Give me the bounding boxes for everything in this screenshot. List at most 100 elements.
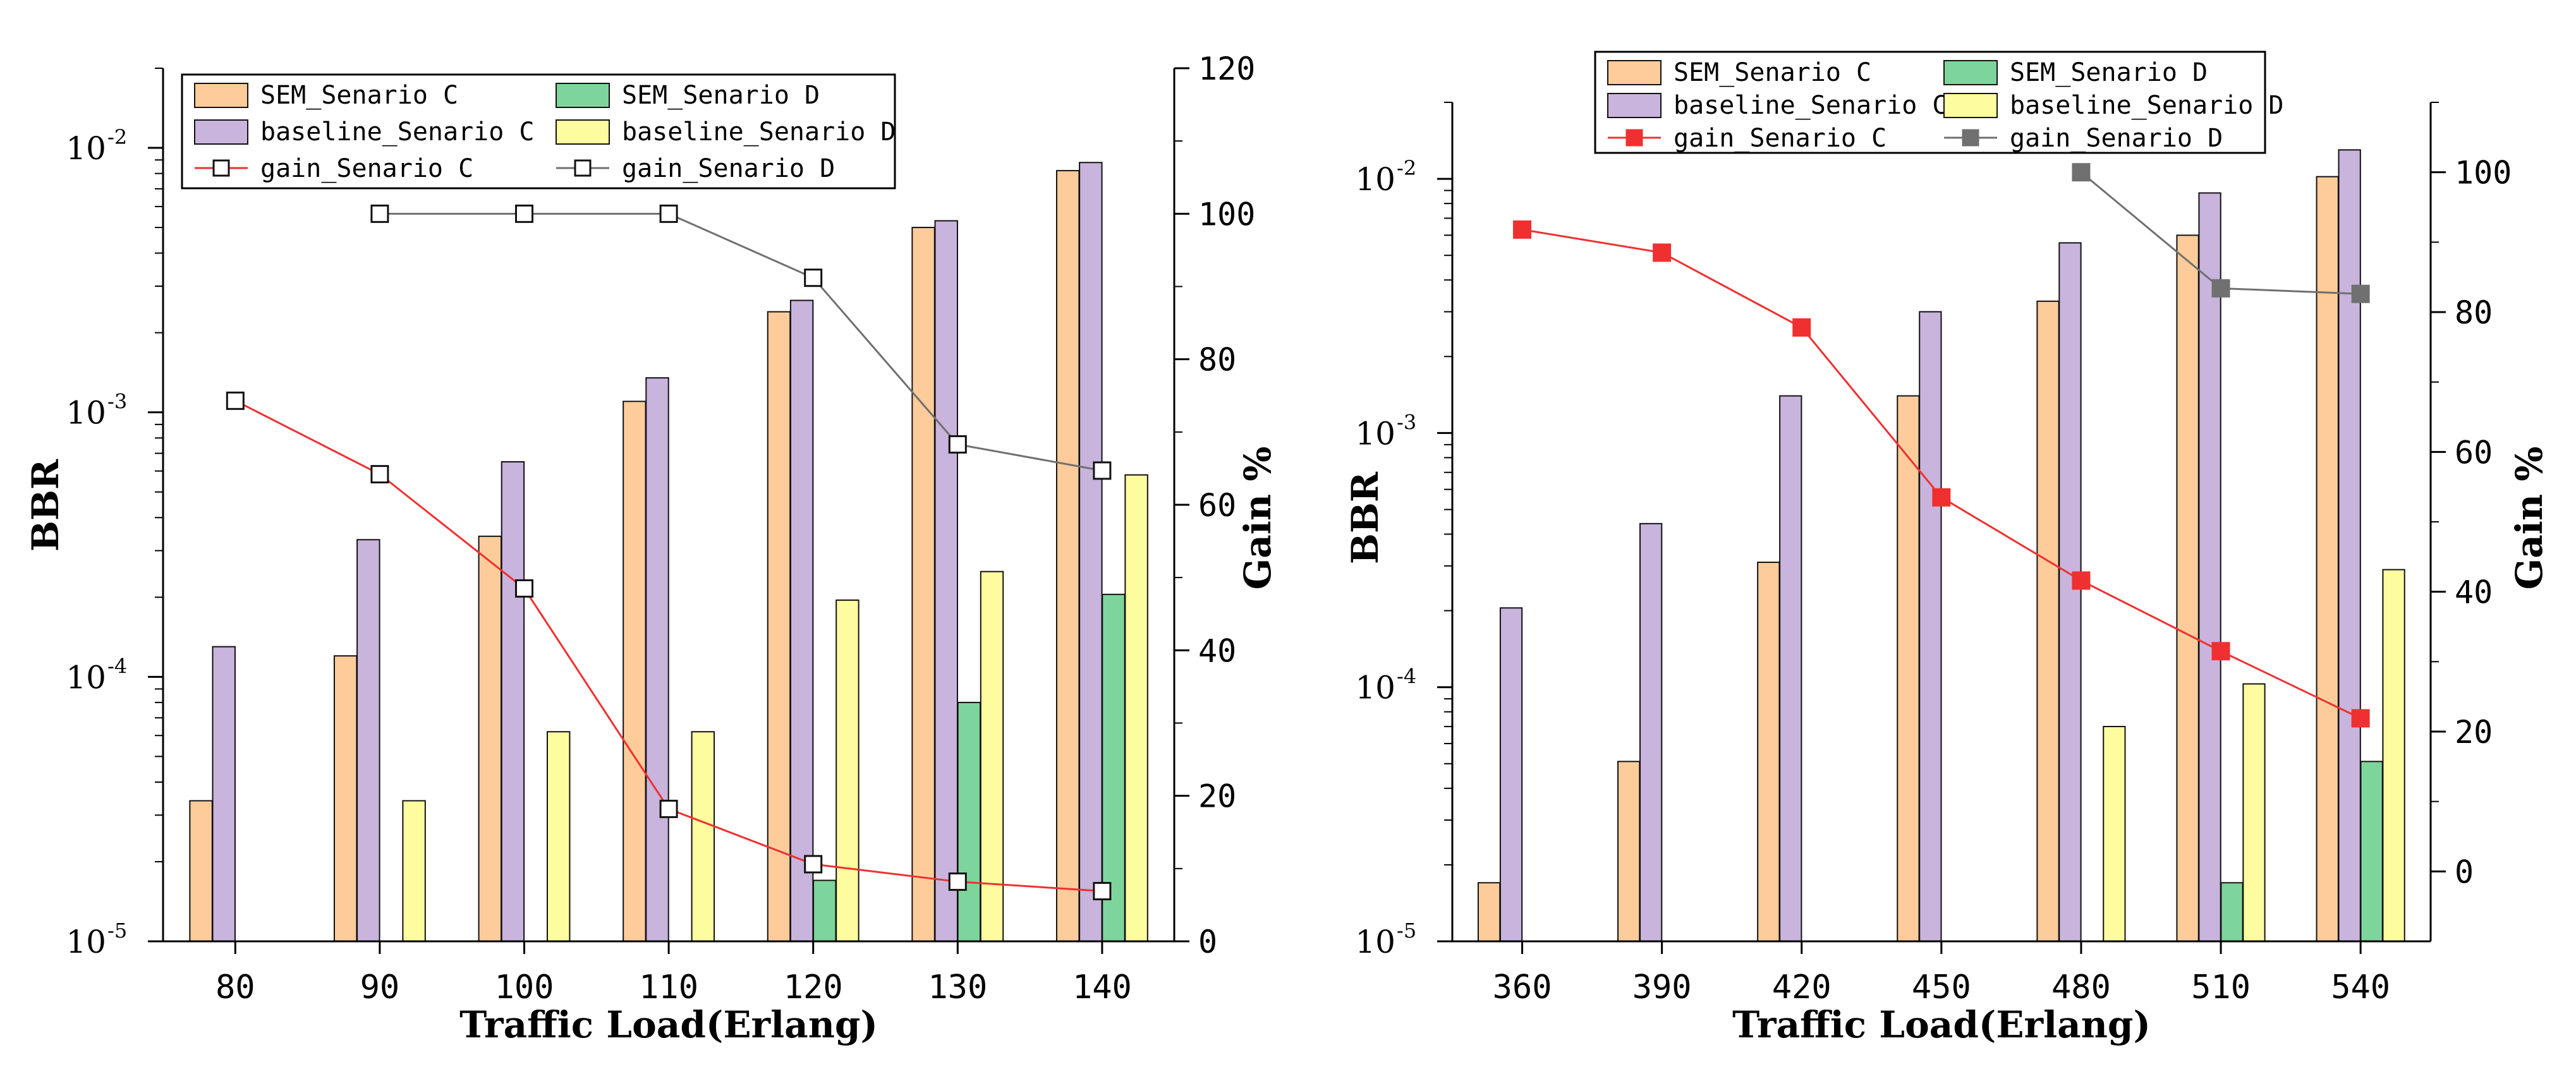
line-marker xyxy=(2211,279,2230,298)
y-tick-label: 10 xyxy=(66,395,106,431)
legend-label: gain_Senario C xyxy=(260,154,473,183)
legend-box xyxy=(1594,51,2266,154)
legend-swatch xyxy=(194,119,248,145)
bar xyxy=(2058,242,2082,942)
x-tick-label: 480 xyxy=(2051,968,2111,1006)
y-tick-label: 10 xyxy=(1355,161,1395,198)
y2-tick-label: 20 xyxy=(1198,778,1236,815)
legend-marker xyxy=(1962,129,1979,147)
line-marker xyxy=(659,799,678,818)
line-marker xyxy=(2351,284,2370,303)
legend-label: SEM_Senario C xyxy=(1674,58,1871,87)
bar xyxy=(2036,300,2060,942)
x-axis-title: Traffic Load(Erlang) xyxy=(459,1003,878,1046)
y2-tick-label: 60 xyxy=(2455,434,2493,471)
bar xyxy=(1639,522,1663,942)
y2-tick-label: 80 xyxy=(2455,294,2493,331)
bar xyxy=(402,800,426,943)
legend-label: baseline_Senario D xyxy=(622,118,896,147)
y2-axis-title: Gain % xyxy=(1236,447,1279,590)
x-axis-title: Traffic Load(Erlang) xyxy=(1732,1003,2151,1046)
y-tick-exponent: -3 xyxy=(107,390,127,414)
bar xyxy=(934,220,958,942)
line-marker xyxy=(515,579,533,598)
legend-swatch xyxy=(556,83,610,108)
y-tick-exponent: -4 xyxy=(107,654,127,678)
legend-label: SEM_Senario C xyxy=(260,81,458,110)
line-marker xyxy=(2211,642,2230,661)
line-marker xyxy=(2072,571,2091,590)
bar xyxy=(957,701,981,943)
legend-box xyxy=(181,73,896,190)
bar xyxy=(1477,882,1501,942)
bar xyxy=(767,311,791,943)
x-tick-label: 110 xyxy=(639,968,698,1006)
bar xyxy=(1897,395,1920,942)
bar xyxy=(1079,162,1103,942)
bar xyxy=(501,461,525,942)
bar xyxy=(546,731,571,942)
y-tick-label: 10 xyxy=(66,130,106,167)
legend-label: baseline_Senario D xyxy=(2010,91,2283,120)
bar xyxy=(835,599,860,942)
x-tick-label: 450 xyxy=(1912,968,1971,1006)
bar xyxy=(1055,170,1080,942)
bar xyxy=(1617,761,1641,942)
bar xyxy=(911,227,935,942)
y2-tick-label: 40 xyxy=(2455,574,2493,611)
bar xyxy=(2176,234,2199,943)
line-marker xyxy=(2351,709,2370,728)
legend-swatch xyxy=(1943,60,1998,85)
legend-swatch xyxy=(194,83,248,108)
line-marker xyxy=(804,268,823,287)
y2-tick-label: 0 xyxy=(1198,924,1217,960)
bar xyxy=(2338,149,2361,943)
y-tick-label: 10 xyxy=(66,659,106,696)
y2-tick-label: 0 xyxy=(2455,854,2474,890)
line-marker xyxy=(1653,243,1672,262)
x-tick-label: 420 xyxy=(1772,968,1832,1006)
y2-tick-label: 100 xyxy=(2455,155,2512,191)
line-marker xyxy=(370,204,389,223)
bar xyxy=(980,570,1004,942)
bar xyxy=(1919,311,1942,942)
bar xyxy=(2360,761,2383,942)
x-tick-label: 360 xyxy=(1493,968,1552,1006)
legend-label: SEM_Senario D xyxy=(622,81,820,110)
x-tick-label: 100 xyxy=(495,968,554,1006)
line-marker xyxy=(370,465,389,484)
bar xyxy=(1779,395,1802,942)
legend-label: baseline_Senario C xyxy=(1674,91,1947,120)
x-tick-label: 90 xyxy=(360,968,400,1006)
line-marker xyxy=(1093,461,1112,480)
series-line xyxy=(379,212,1103,472)
legend-swatch xyxy=(1607,93,1662,118)
y2-tick-label: 60 xyxy=(1198,487,1236,524)
line-marker xyxy=(948,435,967,454)
legend-marker xyxy=(212,159,230,177)
bar xyxy=(1757,562,1780,942)
y2-tick-label: 80 xyxy=(1198,342,1236,378)
y-tick-exponent: -3 xyxy=(1397,410,1416,434)
line-marker xyxy=(1932,488,1951,507)
line-marker xyxy=(948,872,967,891)
x-tick-label: 510 xyxy=(2191,968,2251,1006)
bar xyxy=(2198,192,2221,943)
x-tick-label: 130 xyxy=(928,968,987,1006)
bar xyxy=(189,800,213,943)
y-tick-exponent: -5 xyxy=(107,919,127,943)
line-marker xyxy=(515,204,533,223)
x-tick-label: 120 xyxy=(784,968,843,1006)
x-tick-label: 80 xyxy=(216,968,255,1006)
legend-label: gain_Senario D xyxy=(2010,124,2223,153)
bar xyxy=(1124,474,1148,942)
y-tick-exponent: -2 xyxy=(1397,156,1416,180)
line-marker xyxy=(1513,220,1532,239)
bar xyxy=(691,731,715,942)
y-tick-label: 10 xyxy=(66,924,106,960)
y2-tick-label: 120 xyxy=(1198,51,1255,87)
y2-axis-title: Gain % xyxy=(2508,447,2551,590)
x-tick-label: 540 xyxy=(2331,968,2390,1006)
legend-label: gain_Senario C xyxy=(1674,124,1886,153)
